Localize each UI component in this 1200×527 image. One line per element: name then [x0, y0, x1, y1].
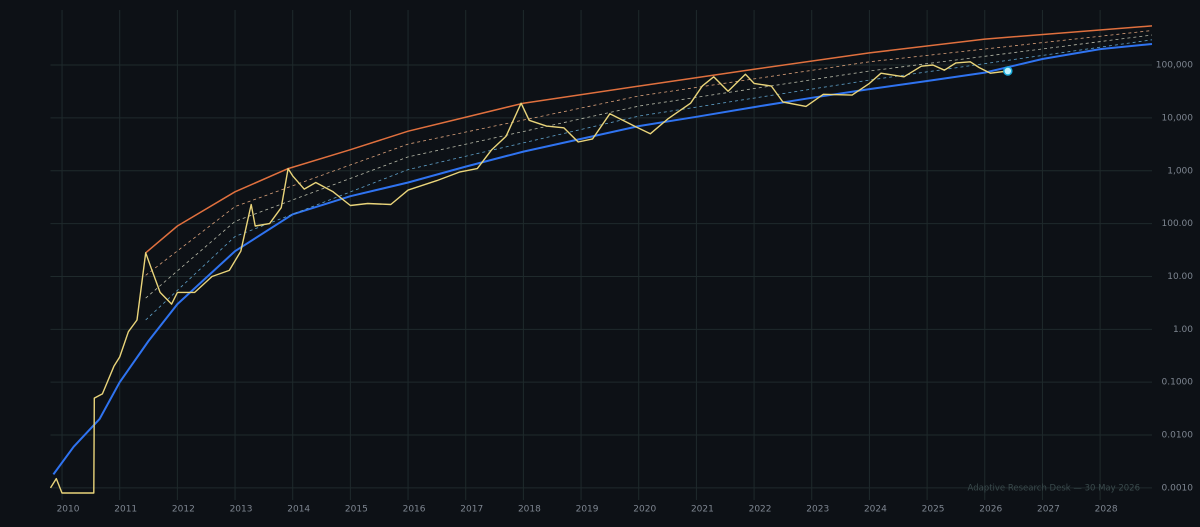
x-tick-label: 2013: [230, 505, 253, 515]
x-tick-label: 2020: [633, 505, 656, 515]
x-tick-label: 2010: [57, 505, 80, 515]
y-tick-label: 1.00: [1173, 325, 1193, 335]
y-tick-label: 0.0100: [1162, 431, 1194, 441]
x-tick-label: 2012: [172, 505, 195, 515]
y-tick-label: 10.00: [1167, 272, 1193, 282]
y-tick-label: 1,000: [1167, 166, 1193, 176]
x-tick-label: 2024: [864, 505, 887, 515]
x-tick-label: 2017: [460, 505, 483, 515]
series-line: [49, 61, 1008, 494]
x-tick-label: 2027: [1037, 505, 1060, 515]
x-tick-label: 2021: [691, 505, 714, 515]
band-line: [145, 30, 1153, 276]
x-tick-label: 2011: [114, 505, 137, 515]
x-tick-label: 2026: [979, 505, 1002, 515]
x-tick-label: 2014: [287, 505, 310, 515]
y-tick-label: 0.0010: [1162, 483, 1194, 493]
x-tick-label: 2019: [576, 505, 599, 515]
x-tick-label: 2022: [749, 505, 772, 515]
y-tick-label: 0.1000: [1162, 378, 1194, 388]
series-line: [52, 43, 1153, 475]
x-tick-label: 2025: [922, 505, 945, 515]
annotation: Adaptive Research Desk — 30 May 2026: [968, 484, 1140, 494]
y-tick-label: 100,000: [1156, 61, 1193, 71]
x-tick-label: 2023: [806, 505, 829, 515]
y-tick-label: 10,000: [1162, 113, 1194, 123]
end-marker: [1003, 66, 1013, 76]
x-tick-label: 2028: [1095, 505, 1118, 515]
x-tick-label: 2016: [403, 505, 426, 515]
x-tick-label: 2015: [345, 505, 368, 515]
series-line: [145, 25, 1153, 254]
y-tick-label: 100.00: [1162, 219, 1194, 229]
band-line: [145, 34, 1153, 299]
band-line: [145, 39, 1153, 321]
x-tick-label: 2018: [518, 505, 541, 515]
grid: [50, 10, 1152, 500]
